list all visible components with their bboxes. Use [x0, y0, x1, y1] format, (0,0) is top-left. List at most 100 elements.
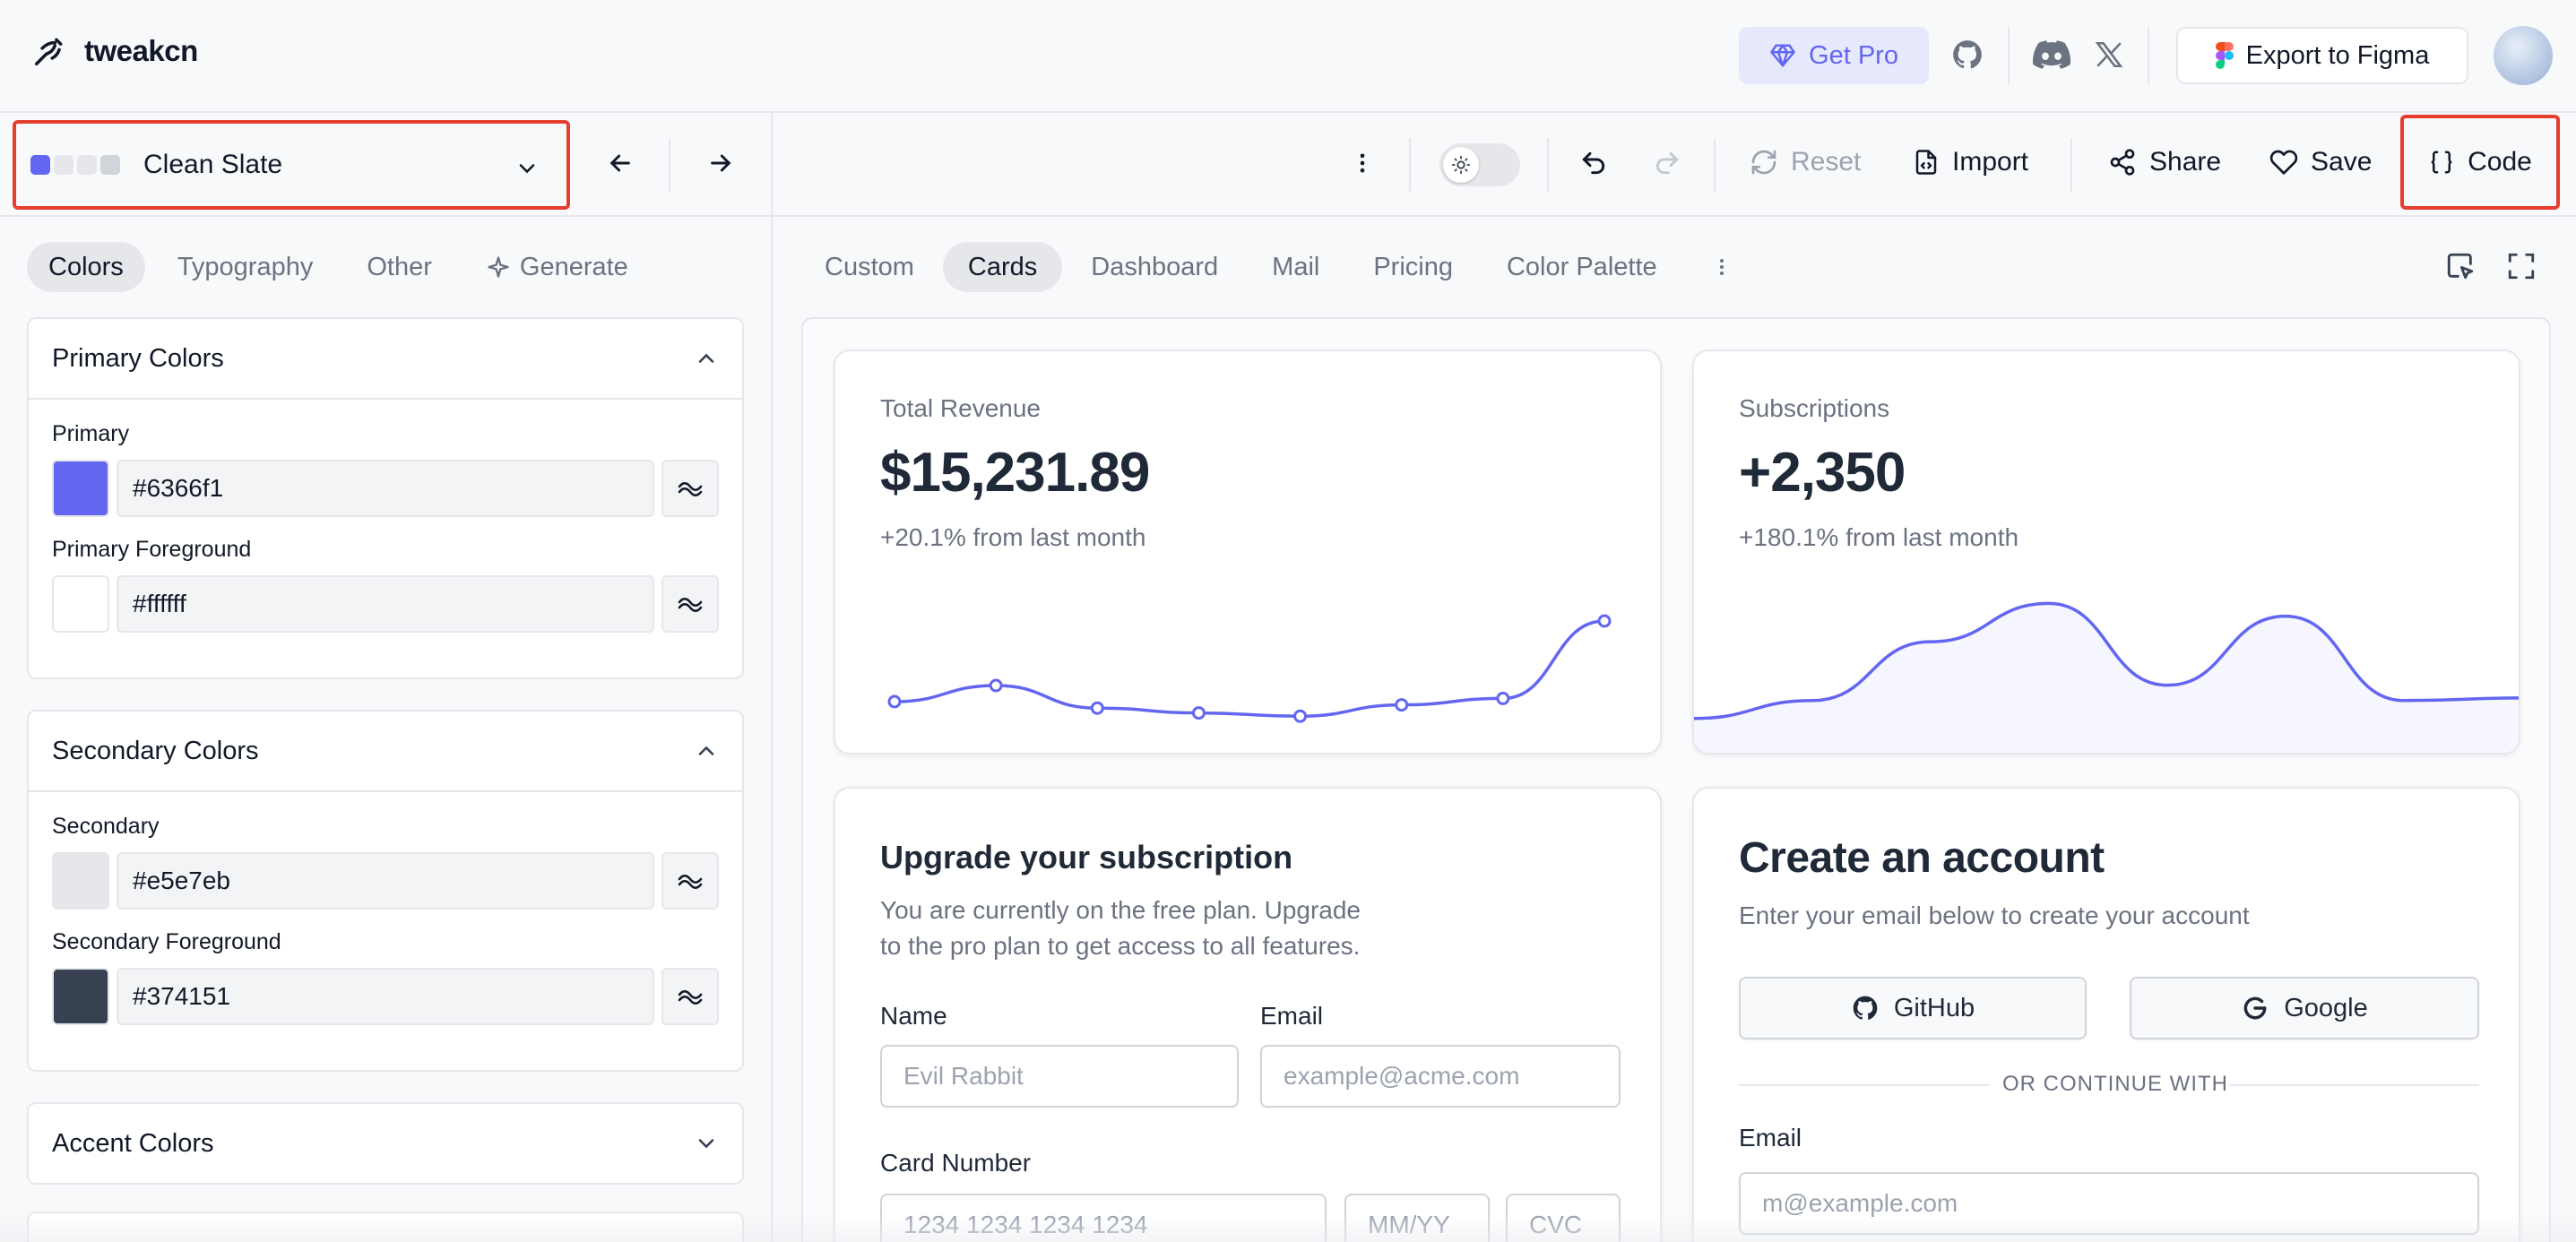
logo-icon	[32, 34, 66, 68]
export-to-figma-button[interactable]: Export to Figma	[2176, 27, 2468, 84]
tailwind-palette-button[interactable]	[661, 852, 719, 910]
revenue-card: Total Revenue $15,231.89 +20.1% from las…	[834, 349, 1662, 755]
next-theme-button[interactable]	[706, 149, 735, 177]
revenue-value: $15,231.89	[880, 442, 1150, 504]
section-accent-colors: Accent Colors	[27, 1102, 744, 1185]
divider-line	[2230, 1084, 2479, 1086]
tailwind-palette-button[interactable]	[661, 575, 719, 633]
tailwind-icon	[677, 595, 704, 613]
google-button[interactable]: Google	[2130, 977, 2479, 1039]
toolbar-divider	[669, 138, 670, 192]
github-icon[interactable]	[1950, 38, 1984, 72]
tab-typography[interactable]: Typography	[177, 252, 314, 281]
more-tabs-button[interactable]	[1686, 242, 1758, 292]
reset-button[interactable]: Reset	[1750, 147, 1861, 177]
discord-icon[interactable]	[2033, 39, 2070, 70]
color-hex-input[interactable]: #e5e7eb	[117, 852, 654, 910]
tab-colors[interactable]: Colors	[27, 242, 145, 292]
sun-icon	[1451, 155, 1471, 175]
revenue-data-point[interactable]	[1496, 691, 1510, 705]
revenue-data-point[interactable]	[1090, 701, 1104, 715]
color-hex-input[interactable]: #374151	[117, 968, 654, 1025]
email-input[interactable]: example@acme.com	[1260, 1045, 1621, 1108]
tab-pricing[interactable]: Pricing	[1373, 252, 1453, 281]
section-title: Primary Colors	[52, 343, 224, 373]
color-swatch[interactable]	[52, 968, 109, 1025]
share-button[interactable]: Share	[2108, 147, 2221, 177]
color-hex-input[interactable]: #ffffff	[117, 575, 654, 633]
tailwind-palette-button[interactable]	[661, 460, 719, 517]
upgrade-card: Upgrade your subscription You are curren…	[834, 787, 1662, 1242]
code-button[interactable]: Code	[2400, 115, 2560, 210]
color-label: Secondary Foreground	[52, 929, 281, 954]
color-hex-input[interactable]: #6366f1	[117, 460, 654, 517]
more-vertical-icon	[1350, 149, 1375, 177]
tailwind-palette-button[interactable]	[661, 968, 719, 1025]
more-vertical-icon	[1711, 254, 1733, 280]
theme-swatch	[100, 155, 120, 175]
tab-mail[interactable]: Mail	[1272, 252, 1320, 281]
figma-icon	[2215, 42, 2234, 69]
heart-icon	[2269, 148, 2298, 177]
tab-cards[interactable]: Cards	[942, 242, 1063, 292]
name-input[interactable]: Evil Rabbit	[880, 1045, 1239, 1108]
get-pro-button[interactable]: Get Pro	[1739, 27, 1929, 84]
tailwind-icon	[677, 872, 704, 890]
color-label: Primary Foreground	[52, 537, 252, 562]
toolbar-divider	[1409, 138, 1411, 192]
user-avatar[interactable]	[2494, 26, 2553, 85]
revenue-data-point[interactable]	[1293, 709, 1308, 723]
x-twitter-icon[interactable]	[2094, 39, 2124, 70]
divider-line	[1739, 1084, 1990, 1086]
revenue-data-point[interactable]	[1191, 706, 1206, 720]
revenue-line-chart	[887, 614, 1612, 723]
brand-name: tweakcn	[84, 34, 198, 67]
email-label: Email	[1260, 1002, 1324, 1030]
refresh-icon	[1750, 148, 1778, 177]
github-label: GitHub	[1893, 993, 1975, 1022]
fullscreen-button[interactable]	[2506, 251, 2537, 281]
revenue-data-point[interactable]	[1597, 614, 1612, 628]
redo-icon	[1653, 149, 1681, 177]
color-swatch[interactable]	[52, 460, 109, 517]
import-button[interactable]: Import	[1913, 147, 2028, 177]
tab-dashboard[interactable]: Dashboard	[1091, 252, 1219, 281]
theme-swatches	[30, 155, 120, 175]
revenue-data-point[interactable]	[1395, 698, 1409, 712]
subscriptions-card: Subscriptions +2,350 +180.1% from last m…	[1692, 349, 2520, 755]
create-account-card: Create an account Enter your email below…	[1692, 787, 2520, 1242]
section-header[interactable]: Accent Colors	[29, 1104, 742, 1183]
redo-button[interactable]	[1653, 149, 1681, 177]
revenue-data-point[interactable]	[989, 678, 1003, 693]
share-label: Share	[2149, 147, 2222, 177]
undo-button[interactable]	[1579, 149, 1608, 177]
color-label: Primary	[52, 421, 130, 446]
inspect-button[interactable]	[2445, 251, 2476, 281]
toolbar-divider	[1714, 138, 1716, 192]
tab-generate[interactable]: Generate	[464, 242, 650, 292]
tab-custom[interactable]: Custom	[825, 252, 914, 281]
theme-selector[interactable]: Clean Slate	[13, 120, 570, 210]
app-header: tweakcn Get Pro Export to Figma	[0, 0, 2576, 113]
subscriptions-value: +2,350	[1739, 442, 1906, 504]
revenue-data-point[interactable]	[887, 694, 902, 709]
upgrade-description: You are currently on the free plan. Upgr…	[880, 893, 1361, 964]
previous-theme-button[interactable]	[606, 149, 635, 177]
share-icon	[2108, 148, 2137, 177]
tab-color-palette[interactable]: Color Palette	[1506, 252, 1657, 281]
code-label: Code	[2468, 147, 2532, 177]
sparkle-icon	[486, 254, 511, 280]
brand[interactable]: tweakcn	[32, 34, 198, 68]
theme-swatch	[54, 155, 73, 175]
tab-other[interactable]: Other	[367, 252, 432, 281]
color-swatch[interactable]	[52, 852, 109, 910]
section-header[interactable]: Primary Colors	[29, 319, 742, 398]
revenue-label: Total Revenue	[880, 394, 1042, 422]
save-button[interactable]: Save	[2269, 147, 2372, 177]
more-options-button[interactable]	[1350, 149, 1375, 177]
color-swatch[interactable]	[52, 575, 109, 633]
theme-mode-toggle[interactable]	[1439, 143, 1520, 186]
github-button[interactable]: GitHub	[1739, 977, 2087, 1039]
section-header[interactable]: Secondary Colors	[29, 712, 742, 790]
card-number-label: Card Number	[880, 1149, 1032, 1177]
